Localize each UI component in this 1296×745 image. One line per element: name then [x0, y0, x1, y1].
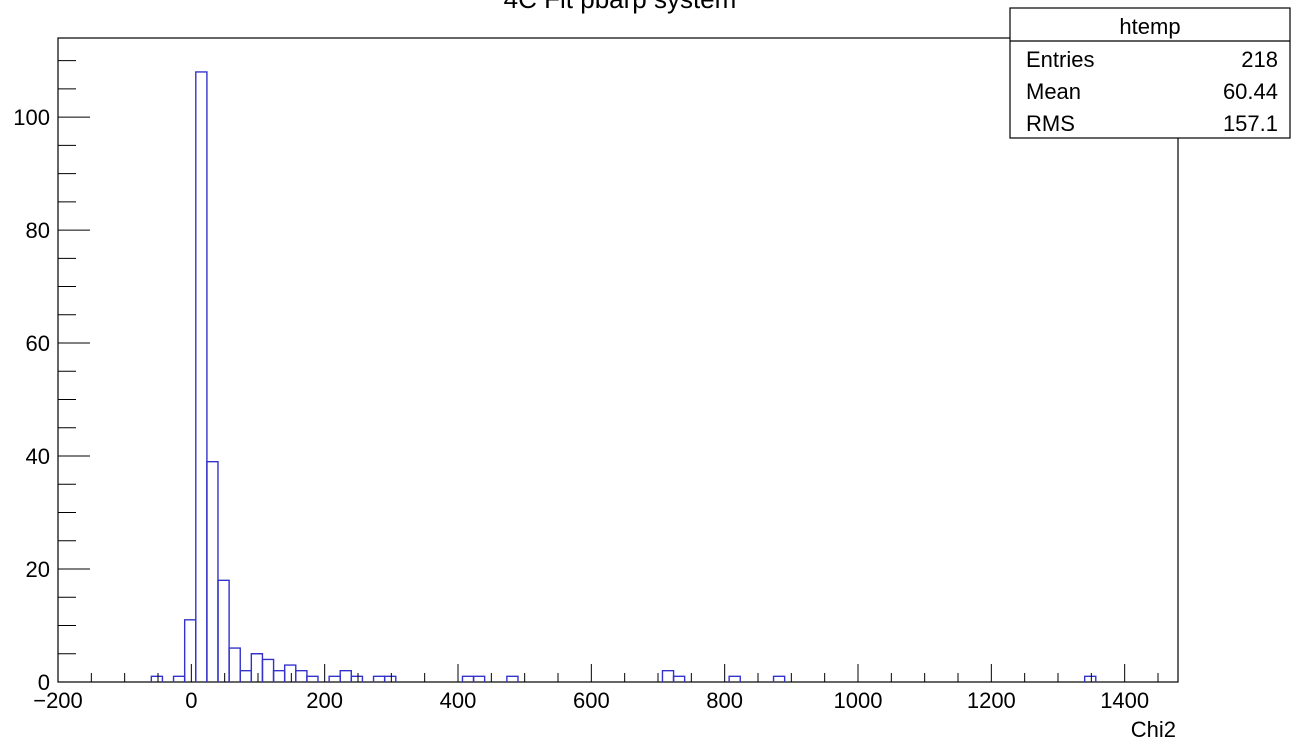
y-tick-label: 60 — [26, 331, 50, 356]
histogram-bar-22 — [461, 675, 475, 682]
histogram-bar-25 — [661, 670, 675, 682]
x-axis-label: Chi2 — [1131, 717, 1176, 740]
stats-mean-value: 60.44 — [1223, 79, 1278, 104]
plot-frame — [57, 37, 1179, 683]
histogram-bar-26 — [672, 675, 686, 682]
histogram-bar-21 — [383, 675, 397, 682]
histogram-bar-7 — [228, 647, 241, 682]
x-tick-label: 800 — [706, 688, 743, 713]
histogram-bar-0 — [150, 675, 164, 682]
histogram-bars — [150, 71, 1097, 682]
histogram-bar-23 — [472, 675, 486, 682]
y-tick-label: 40 — [26, 444, 50, 469]
stats-box-title: htemp — [1119, 14, 1180, 39]
histogram-bar-20 — [372, 675, 386, 682]
histogram-bar-6 — [217, 579, 230, 682]
stats-mean-label: Mean — [1026, 79, 1081, 104]
x-axis: −200 0 200 400 600 800 1000 1200 1400 — [33, 664, 1159, 713]
y-axis: 0 20 40 60 80 100 — [13, 60, 90, 695]
histogram-bar-9 — [250, 653, 264, 682]
x-tick-label: 1200 — [967, 688, 1016, 713]
y-tick-label: 80 — [26, 218, 50, 243]
x-tick-label: 1000 — [834, 688, 883, 713]
histogram-bar-11 — [272, 670, 286, 682]
x-tick-label: 1400 — [1100, 688, 1149, 713]
histogram-bar-24 — [506, 675, 519, 682]
histogram-bar-16 — [328, 675, 341, 682]
y-tick-label: 20 — [26, 557, 50, 582]
histogram-bar-4 — [195, 71, 208, 682]
stats-entries-label: Entries — [1026, 47, 1094, 72]
histogram-bar-29 — [1083, 675, 1097, 682]
histogram-bar-13 — [295, 670, 308, 682]
stats-entries-value: 218 — [1241, 47, 1278, 72]
histogram-bar-12 — [283, 664, 297, 682]
histogram-bar-5 — [206, 460, 219, 682]
x-tick-label: −200 — [33, 688, 83, 713]
histogram-bar-18 — [350, 675, 364, 682]
stats-box-frame — [1009, 7, 1291, 139]
x-tick-label: 600 — [573, 688, 610, 713]
histogram-bar-27 — [728, 675, 741, 682]
stats-rms-value: 157.1 — [1223, 111, 1278, 136]
y-tick-label: 100 — [13, 105, 50, 130]
x-tick-label: 200 — [306, 688, 343, 713]
histogram-bar-14 — [306, 675, 319, 682]
histogram-bar-28 — [772, 675, 786, 682]
x-tick-label: 0 — [185, 688, 197, 713]
stats-rms-label: RMS — [1026, 111, 1075, 136]
histogram-bar-10 — [261, 658, 275, 682]
x-tick-label: 400 — [440, 688, 477, 713]
histogram-bar-17 — [339, 670, 353, 682]
y-tick-label: 0 — [38, 670, 50, 695]
stats-box: htemp Entries 218 Mean 60.44 RMS 157.1 — [1009, 7, 1291, 139]
histogram-bar-2 — [172, 675, 186, 682]
histogram-bar-3 — [183, 619, 197, 682]
chart-title: 4C Fit pbarp system — [504, 0, 737, 14]
histogram-bar-8 — [239, 670, 253, 682]
